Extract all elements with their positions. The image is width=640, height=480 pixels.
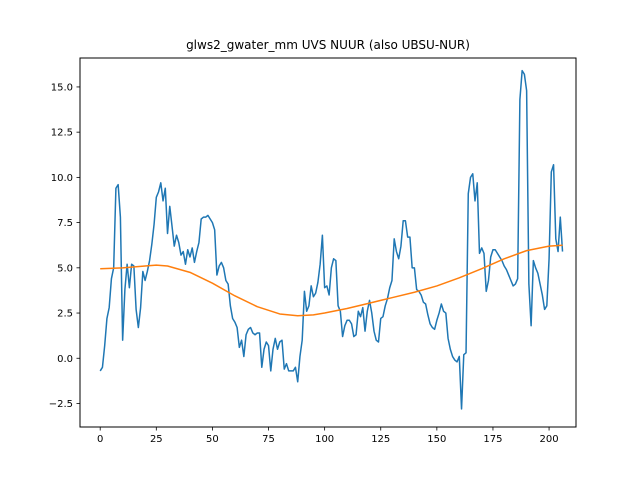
y-tick-label: 5.0 <box>57 263 73 274</box>
x-axis: 0 25 50 75 100 125 150 175 200 <box>97 427 559 445</box>
plot-frame <box>79 57 577 428</box>
y-tick-label: 0.0 <box>57 354 73 365</box>
chart-title: glws2_gwater_mm UVS NUUR (also UBSU-NUR) <box>186 38 470 52</box>
y-tick-label: 7.5 <box>57 218 73 229</box>
y-tick-label: 12.5 <box>51 128 73 139</box>
y-tick-label: −2.5 <box>49 399 73 410</box>
x-tick-label: 125 <box>371 434 390 445</box>
y-axis: −2.5 0.0 2.5 5.0 7.5 10.0 12.5 15.0 <box>49 82 80 410</box>
series-layer <box>99 69 564 410</box>
y-tick-label: 2.5 <box>57 309 73 320</box>
x-tick-label: 150 <box>427 434 446 445</box>
x-tick-label: 200 <box>540 434 559 445</box>
x-tick-label: 0 <box>97 434 103 445</box>
x-tick-label: 75 <box>262 434 275 445</box>
series-line-1 <box>99 69 564 410</box>
x-tick-label: 100 <box>315 434 334 445</box>
x-tick-label: 25 <box>150 434 163 445</box>
x-tick-label: 175 <box>483 434 502 445</box>
series-line-2 <box>100 244 563 317</box>
x-tick-label: 50 <box>206 434 219 445</box>
y-tick-label: 15.0 <box>51 82 73 93</box>
y-tick-label: 10.0 <box>51 173 73 184</box>
